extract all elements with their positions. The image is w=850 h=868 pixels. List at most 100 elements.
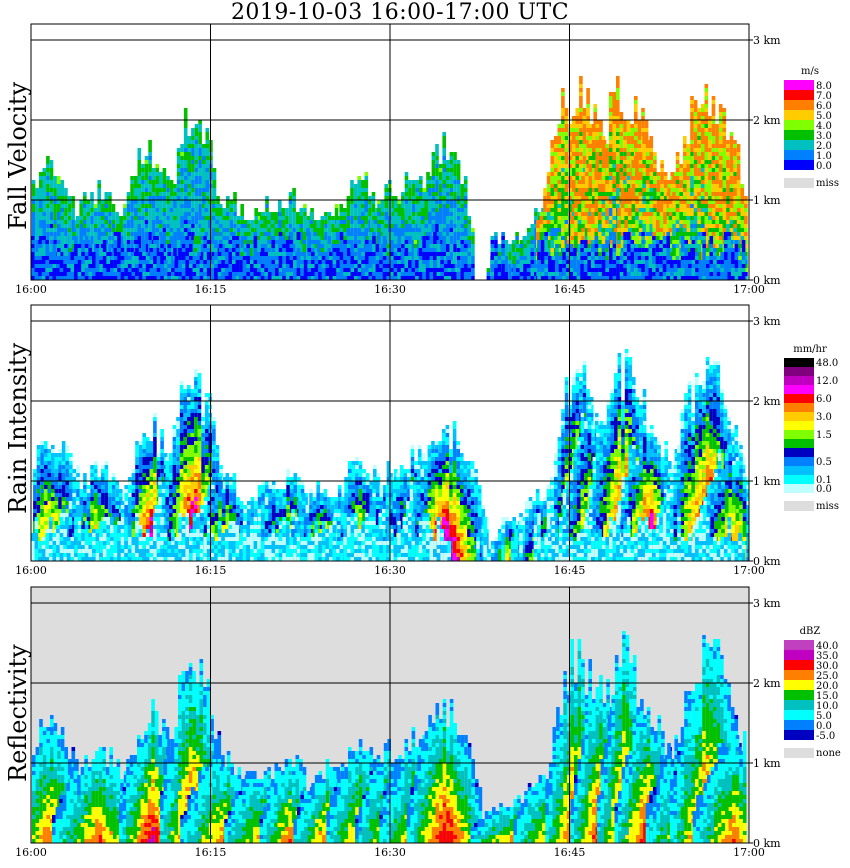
data-cell: [456, 160, 461, 164]
data-cell: [516, 264, 520, 268]
data-cell: [442, 180, 446, 184]
data-cell: [141, 168, 145, 172]
data-cell: [278, 212, 282, 216]
data-cell: [176, 208, 181, 212]
data-cell: [108, 244, 112, 248]
data-cell: [31, 208, 36, 212]
data-cell: [56, 180, 61, 184]
data-cell: [281, 224, 286, 228]
data-cell: [49, 172, 54, 176]
data-cell: [86, 232, 91, 236]
data-cell: [53, 196, 57, 200]
data-cell: [250, 220, 255, 224]
data-cell: [83, 220, 87, 224]
data-cell: [424, 208, 429, 212]
data-cell: [49, 160, 54, 164]
data-cell: [419, 188, 423, 192]
data-cell: [278, 204, 282, 208]
data-cell: [155, 164, 159, 168]
data-cell: [144, 224, 149, 228]
data-cell: [546, 200, 551, 204]
data-cell: [411, 236, 416, 240]
data-cell: [72, 248, 76, 252]
data-cell: [194, 196, 199, 200]
data-cell: [144, 232, 149, 236]
data-cell: [361, 232, 365, 236]
data-cell: [456, 180, 461, 184]
data-cell: [346, 220, 351, 224]
data-cell: [198, 188, 202, 192]
data-cell: [460, 232, 464, 236]
data-cell: [93, 212, 98, 216]
data-cell: [191, 204, 195, 208]
data-cell: [108, 248, 112, 252]
data-cell: [564, 112, 569, 116]
data-cell: [526, 252, 531, 256]
data-cell: [53, 232, 57, 236]
data-cell: [151, 228, 156, 232]
data-cell: [194, 220, 199, 224]
data-cell: [422, 200, 427, 204]
data-cell: [446, 212, 450, 216]
data-cell: [42, 224, 47, 228]
data-cell: [31, 196, 36, 200]
data-cell: [361, 240, 365, 244]
data-cell: [435, 156, 439, 160]
data-cell: [557, 164, 562, 168]
data-cell: [49, 192, 54, 196]
data-cell: [83, 200, 87, 204]
data-cell: [550, 180, 554, 184]
data-cell: [222, 224, 227, 228]
data-cell: [327, 228, 332, 232]
data-cell: [370, 232, 374, 236]
data-cell: [49, 168, 54, 172]
data-cell: [456, 236, 461, 240]
data-cell: [401, 236, 405, 240]
data-cell: [435, 232, 439, 236]
data-cell: [568, 208, 572, 212]
data-cell: [141, 228, 145, 232]
data-cell: [137, 208, 142, 212]
data-cell: [108, 236, 112, 240]
data-cell: [568, 228, 572, 232]
data-cell: [463, 216, 468, 220]
data-cell: [408, 180, 412, 184]
data-cell: [270, 228, 275, 232]
data-cell: [460, 220, 464, 224]
data-cell: [93, 232, 98, 236]
data-cell: [176, 192, 181, 196]
data-cell: [564, 204, 569, 208]
data-cell: [316, 220, 321, 224]
data-cell: [530, 276, 535, 280]
data-cell: [176, 156, 181, 160]
data-cell: [460, 216, 464, 220]
data-cell: [123, 228, 127, 232]
data-cell: [133, 212, 138, 216]
data-cell: [169, 252, 174, 256]
data-cell: [428, 212, 432, 216]
data-cell: [519, 268, 524, 272]
data-cell: [539, 236, 544, 240]
data-cell: [486, 272, 491, 276]
data-cell: [299, 228, 304, 232]
data-cell: [335, 216, 340, 220]
data-cell: [180, 152, 184, 156]
data-cell: [361, 184, 365, 188]
data-cell: [194, 192, 199, 196]
data-cell: [550, 232, 554, 236]
data-cell: [148, 168, 152, 172]
data-cell: [60, 180, 65, 184]
data-cell: [534, 260, 538, 264]
data-cell: [244, 232, 248, 236]
data-cell: [218, 216, 223, 220]
data-cell: [446, 204, 450, 208]
data-cell: [226, 232, 230, 236]
data-cell: [162, 224, 167, 228]
data-cell: [292, 208, 296, 212]
data-cell: [187, 224, 192, 228]
data-cell: [193, 252, 198, 256]
data-cell: [64, 204, 68, 208]
data-cell: [191, 208, 195, 212]
data-cell: [456, 220, 461, 224]
data-cell: [364, 188, 369, 192]
